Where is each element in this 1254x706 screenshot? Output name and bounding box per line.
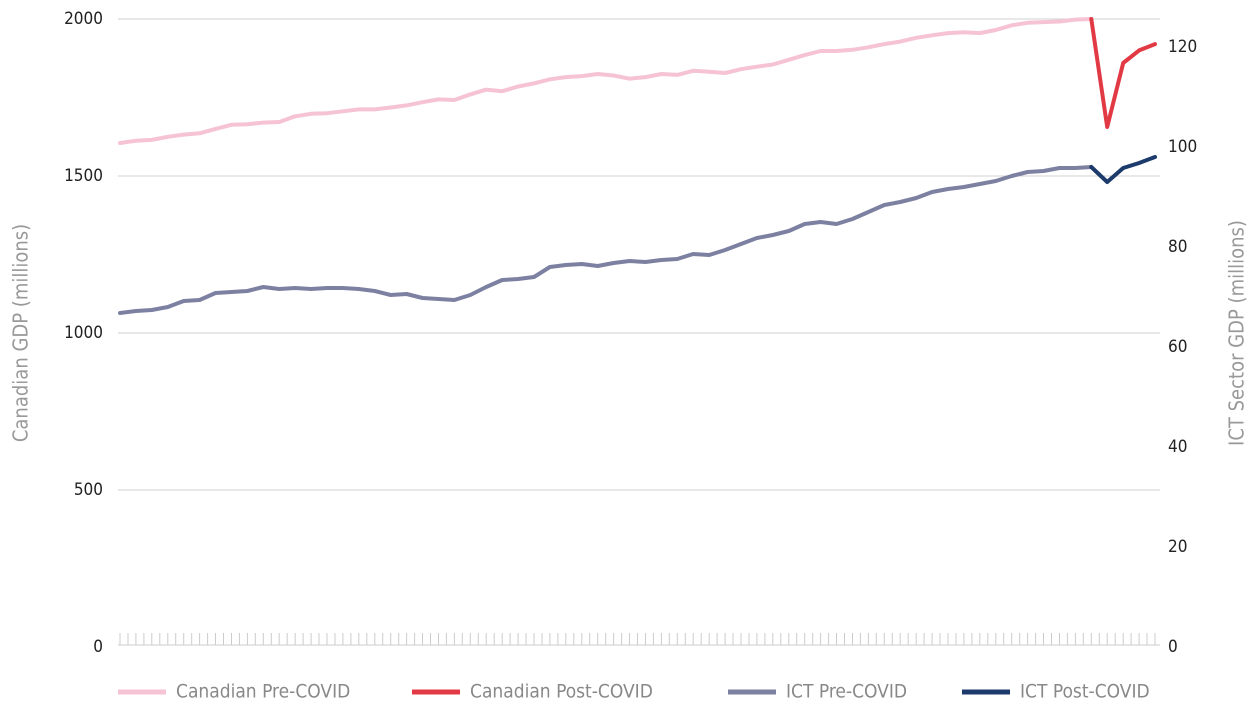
series-line bbox=[1089, 17, 1157, 129]
legend-label: ICT Pre-COVID bbox=[786, 681, 907, 703]
y2-axis-title: ICT Sector GDP (millions) bbox=[1225, 220, 1249, 446]
y2-tick-label: 120 bbox=[1168, 37, 1197, 57]
y2-tick-label: 100 bbox=[1168, 137, 1197, 157]
series-line bbox=[118, 17, 1094, 145]
legend-label: Canadian Post-COVID bbox=[470, 681, 653, 703]
series-line bbox=[1089, 155, 1157, 184]
y-tick-label: 2000 bbox=[64, 9, 103, 29]
y-tick-label: 0 bbox=[93, 637, 103, 657]
y2-tick-label: 0 bbox=[1168, 637, 1178, 657]
y2-tick-label: 20 bbox=[1168, 537, 1187, 557]
y-tick-label: 1500 bbox=[64, 166, 103, 186]
y-axis-title: Canadian GDP (millions) bbox=[9, 224, 33, 442]
y2-tick-label: 60 bbox=[1168, 337, 1187, 357]
y2-tick-label: 40 bbox=[1168, 437, 1187, 457]
y2-tick-label: 80 bbox=[1168, 237, 1187, 257]
legend-label: ICT Post-COVID bbox=[1020, 681, 1150, 703]
legend-label: Canadian Pre-COVID bbox=[176, 681, 350, 703]
y-tick-label: 1000 bbox=[64, 323, 103, 343]
y-tick-label: 500 bbox=[74, 480, 103, 500]
x-axis-ticks bbox=[118, 633, 1160, 646]
series-line bbox=[118, 165, 1094, 315]
